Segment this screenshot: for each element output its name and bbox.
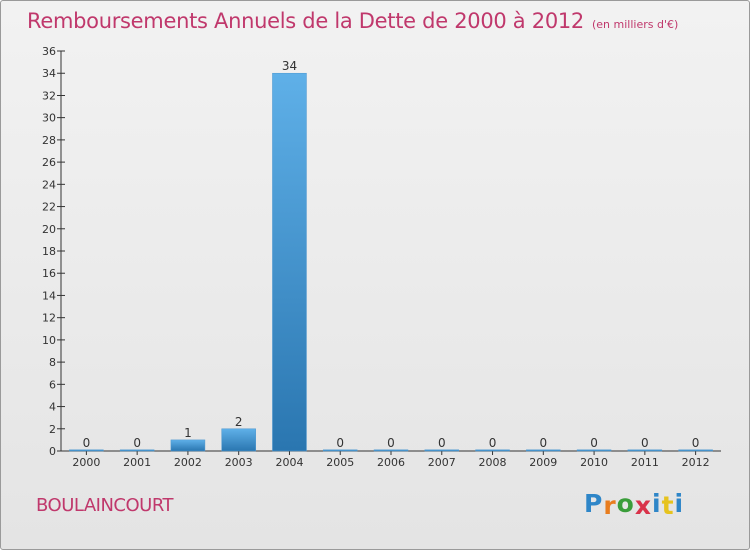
bar xyxy=(576,449,612,452)
logo-letter: x xyxy=(634,491,652,520)
data-labels: 0 0 1 2 34 0 0 0 0 0 0 0 0 xyxy=(83,59,700,450)
data-label: 1 xyxy=(184,426,192,440)
x-tick-label: 2011 xyxy=(631,456,659,469)
y-tick-label: 12 xyxy=(42,312,56,325)
bar xyxy=(526,449,561,452)
x-tick-label: 2002 xyxy=(174,456,202,469)
bar xyxy=(119,449,155,452)
bar xyxy=(627,449,663,452)
y-tick-label: 2 xyxy=(49,423,56,436)
logo-letter: i xyxy=(652,489,662,518)
proxiti-logo: Proxiti xyxy=(584,489,685,520)
y-tick-label: 18 xyxy=(42,245,56,258)
x-tick-label: 2008 xyxy=(479,456,507,469)
bar xyxy=(69,449,104,452)
y-tick-label: 22 xyxy=(42,201,56,214)
y-tick-label: 30 xyxy=(42,112,56,125)
title-text: Remboursements Annuels de la Dette de 20… xyxy=(27,9,584,33)
x-tick-label: 2012 xyxy=(682,456,710,469)
data-label: 0 xyxy=(133,436,141,450)
y-tick-label: 32 xyxy=(42,89,56,102)
y-tick-label: 34 xyxy=(42,67,56,80)
data-label: 0 xyxy=(641,436,649,450)
x-tick-label: 2004 xyxy=(275,456,303,469)
data-label: 0 xyxy=(387,436,395,450)
commune-name: BOULAINCOURT xyxy=(36,495,174,516)
logo-letter: r xyxy=(603,491,617,520)
y-tick-label: 8 xyxy=(49,356,56,369)
y-tick-label: 24 xyxy=(42,178,56,191)
bar xyxy=(678,449,713,452)
bar xyxy=(373,449,409,452)
x-tick-label: 2001 xyxy=(123,456,151,469)
logo-letter: P xyxy=(584,489,604,518)
logo-letter: i xyxy=(674,489,685,518)
x-tick-label: 2000 xyxy=(72,456,100,469)
chart-title: Remboursements Annuels de la Dette de 20… xyxy=(27,9,678,33)
y-tick-label: 16 xyxy=(42,267,56,280)
y-tick-label: 14 xyxy=(42,289,56,302)
data-label: 0 xyxy=(336,436,344,450)
data-label: 0 xyxy=(590,436,598,450)
logo-letter: o xyxy=(616,489,635,518)
y-tick-label: 26 xyxy=(42,156,56,169)
y-tick-label: 6 xyxy=(49,378,56,391)
bar xyxy=(475,449,510,452)
bar xyxy=(272,72,307,452)
data-label: 0 xyxy=(438,436,446,450)
x-tick-label: 2006 xyxy=(377,456,405,469)
x-tick-label: 2003 xyxy=(225,456,253,469)
x-tick-label: 2007 xyxy=(428,456,456,469)
x-tick-label: 2005 xyxy=(326,456,354,469)
data-label: 0 xyxy=(489,436,497,450)
data-label: 34 xyxy=(282,59,297,73)
bars xyxy=(69,72,713,452)
bar xyxy=(424,449,460,452)
bar xyxy=(322,449,358,452)
bar xyxy=(221,428,256,452)
y-tick-label: 0 xyxy=(49,445,56,458)
chart-subtitle: (en milliers d'€) xyxy=(592,18,679,31)
data-label: 0 xyxy=(692,436,700,450)
y-tick-label: 20 xyxy=(42,223,56,236)
x-tick-label: 2010 xyxy=(580,456,608,469)
x-tick-label: 2009 xyxy=(529,456,557,469)
y-tick-label: 4 xyxy=(49,401,56,414)
data-label: 2 xyxy=(235,415,243,429)
logo-letter: t xyxy=(661,491,675,520)
data-label: 0 xyxy=(83,436,91,450)
y-tick-label: 36 xyxy=(42,45,56,58)
y-tick-label: 28 xyxy=(42,134,56,147)
y-tick-label: 10 xyxy=(42,334,56,347)
data-label: 0 xyxy=(539,436,547,450)
bar xyxy=(170,439,206,452)
